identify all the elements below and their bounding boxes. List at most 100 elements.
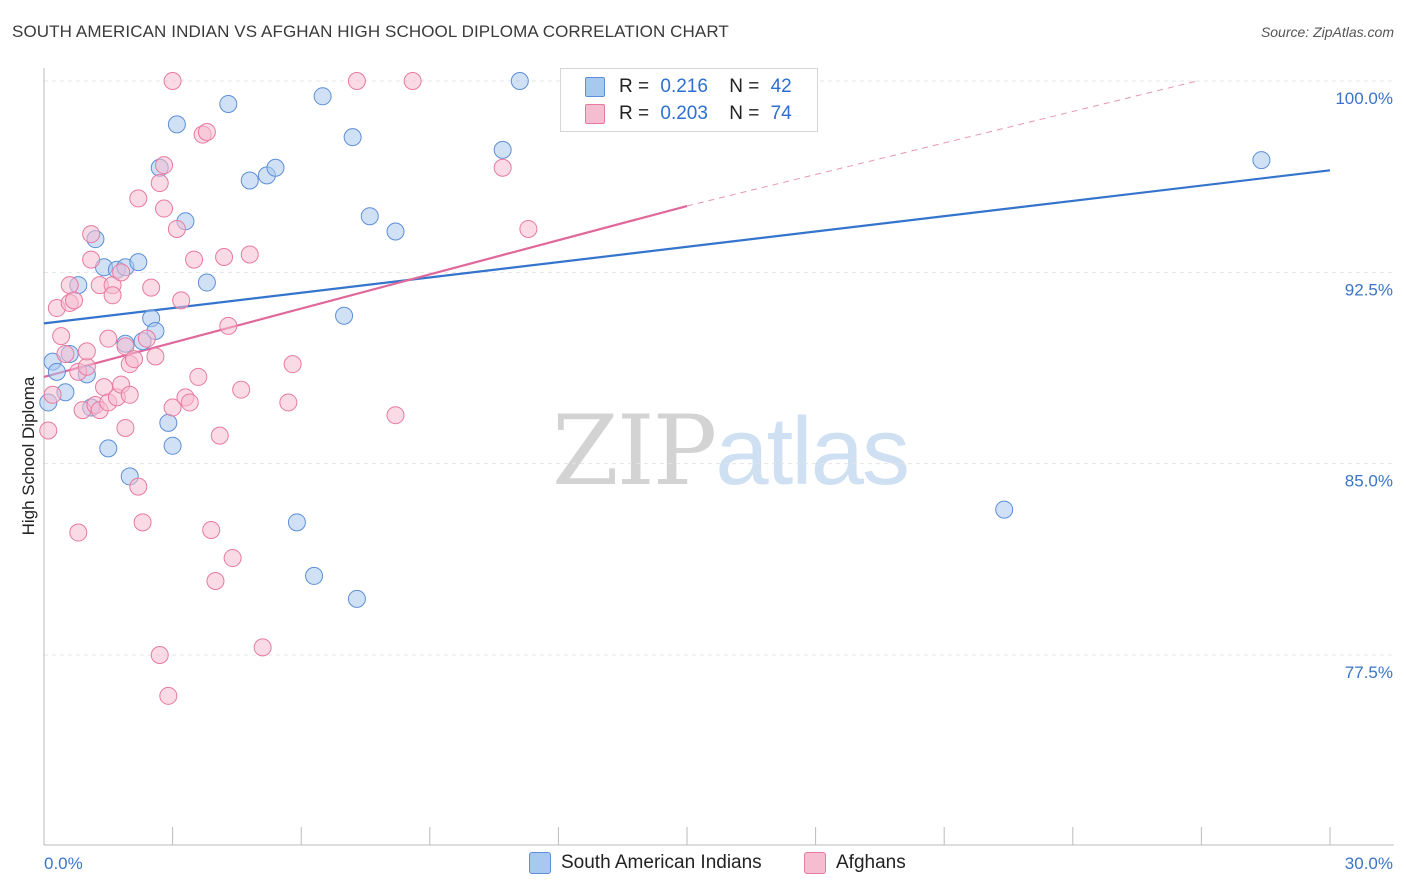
data-point-afghans [155, 156, 174, 175]
bottom-legend-label-pink: Afghans [836, 852, 906, 873]
grid-lines [44, 80, 1394, 656]
data-point-afghans [232, 380, 251, 399]
data-point-afghans [77, 342, 96, 361]
source-label: Source: ZipAtlas.com [1260, 24, 1394, 40]
trendline-afghans [43, 204, 688, 378]
legend-swatch-blue [585, 77, 605, 97]
legend-r-value: 0.203 [660, 103, 708, 124]
watermark-atlas: atlas [715, 398, 910, 505]
data-point-south-american-indians [347, 589, 366, 608]
bottom-legend-afghans: Afghans [804, 852, 906, 874]
data-point-afghans [163, 398, 182, 417]
legend-r-value: 0.216 [660, 76, 708, 97]
data-point-afghans [43, 385, 62, 404]
data-point-south-american-indians [343, 128, 362, 147]
data-point-afghans [519, 219, 538, 238]
data-point-south-american-indians [386, 222, 405, 241]
data-point-afghans [125, 350, 144, 369]
axes [43, 68, 1394, 846]
data-point-afghans [493, 158, 512, 177]
data-point-afghans [210, 426, 229, 445]
x-tick-label-0: 0.0% [44, 854, 83, 873]
data-point-afghans [347, 72, 366, 90]
y-axis-title: High School Diploma [19, 376, 38, 535]
data-point-afghans [219, 316, 238, 335]
legend-n-value: 74 [770, 103, 792, 124]
data-point-afghans [52, 327, 71, 346]
data-point-south-american-indians [360, 207, 379, 226]
data-point-south-american-indians [129, 253, 148, 272]
data-point-afghans [279, 393, 298, 412]
data-point-afghans [206, 572, 225, 591]
data-point-south-american-indians [99, 439, 118, 458]
data-point-afghans [403, 72, 422, 90]
data-point-afghans [129, 477, 148, 496]
x-tick-label-30: 30.0% [1345, 854, 1393, 873]
data-point-afghans [146, 347, 165, 366]
tick-labels: 77.5% 85.0% 92.5% 100.0% 0.0% 30.0% High… [19, 89, 1393, 873]
trendlines [43, 80, 1331, 378]
data-point-south-american-indians [313, 87, 332, 106]
data-point-afghans [60, 276, 79, 295]
bottom-legend-label-blue: South American Indians [561, 852, 762, 873]
data-point-afghans [155, 199, 174, 218]
legend-text-blue: R = 0.216 N = 42 [619, 76, 792, 98]
x-axis-ticks [43, 827, 1331, 845]
data-points [39, 72, 1271, 705]
legend-r-label: R = [619, 76, 650, 97]
data-point-afghans [167, 219, 186, 238]
data-point-afghans [202, 520, 221, 539]
data-point-south-american-indians [197, 273, 216, 292]
bottom-legend-swatch-pink [804, 852, 826, 874]
data-point-afghans [129, 189, 148, 208]
data-point-afghans [159, 686, 178, 705]
watermark: ZIPatlas [552, 395, 910, 507]
legend-n-value: 42 [770, 76, 792, 97]
data-point-south-american-indians [240, 171, 259, 190]
data-point-afghans [56, 344, 75, 363]
data-point-afghans [253, 638, 272, 657]
data-point-afghans [112, 263, 131, 282]
data-point-south-american-indians [163, 436, 182, 455]
data-point-afghans [172, 291, 191, 310]
data-point-south-american-indians [159, 413, 178, 432]
data-point-afghans [99, 329, 118, 348]
data-point-afghans [163, 72, 182, 90]
legend-r-label: R = [619, 103, 650, 124]
data-point-south-american-indians [167, 115, 186, 134]
data-point-afghans [142, 278, 161, 297]
data-point-afghans [69, 523, 88, 542]
data-point-south-american-indians [305, 566, 324, 585]
y-tick-label-77-5: 77.5% [1345, 663, 1393, 682]
data-point-afghans [137, 329, 156, 348]
data-point-south-american-indians [493, 140, 512, 159]
bottom-legend-south-american-indians: South American Indians [529, 852, 762, 874]
legend-n-label: N = [729, 103, 760, 124]
data-point-afghans [120, 385, 139, 404]
data-point-south-american-indians [335, 306, 354, 325]
data-point-afghans [180, 393, 199, 412]
data-point-south-american-indians [219, 94, 238, 113]
data-point-south-american-indians [995, 500, 1014, 519]
data-point-afghans [189, 367, 208, 386]
data-point-afghans [240, 245, 259, 264]
data-point-afghans [197, 123, 216, 142]
y-tick-label-85: 85.0% [1345, 472, 1393, 491]
data-point-afghans [133, 513, 152, 532]
data-point-south-american-indians [47, 362, 66, 381]
legend-n-label: N = [729, 76, 760, 97]
data-point-afghans [77, 357, 96, 376]
data-point-afghans [82, 225, 101, 244]
data-point-afghans [223, 549, 242, 568]
stats-legend: R = 0.216 N = 42 R = 0.203 N = 74 [560, 68, 818, 132]
y-tick-label-92-5: 92.5% [1345, 280, 1393, 299]
data-point-south-american-indians [1252, 151, 1271, 170]
data-point-afghans [283, 355, 302, 374]
watermark-zip: ZIP [552, 395, 717, 507]
data-point-afghans [116, 418, 135, 437]
chart-title: SOUTH AMERICAN INDIAN VS AFGHAN HIGH SCH… [12, 22, 729, 41]
y-tick-label-100: 100.0% [1335, 89, 1393, 108]
bottom-legend-swatch-blue [529, 852, 551, 874]
data-point-south-american-indians [287, 513, 306, 532]
